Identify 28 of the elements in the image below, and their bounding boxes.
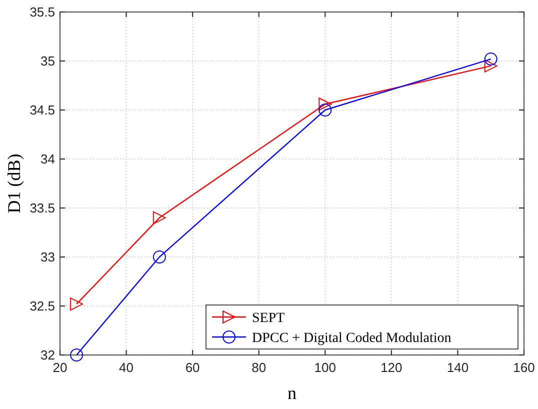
legend-label: DPCC + Digital Coded Modulation: [252, 330, 452, 346]
x-tick-label: 80: [252, 360, 266, 375]
x-tick-label: 160: [513, 360, 535, 375]
y-tick-label: 33.5: [30, 200, 55, 216]
point: [70, 298, 84, 311]
legend-label: SEPT: [252, 310, 286, 326]
x-tick-label: 40: [119, 360, 134, 375]
point: [318, 98, 332, 111]
x-tick-label: 100: [314, 360, 336, 375]
point: [152, 250, 166, 264]
y-tick-label: 34: [40, 152, 55, 167]
x-tick-label: 60: [185, 360, 200, 375]
y-tick-label: 34.5: [30, 102, 55, 118]
point: [484, 59, 498, 72]
y-tick-label: 35: [40, 54, 55, 69]
x-tick-label: 140: [446, 360, 469, 375]
point: [152, 211, 166, 224]
y-tick-label: 33: [40, 250, 55, 265]
x-tick-label: 20: [52, 360, 68, 375]
point: [484, 52, 498, 66]
y-axis-title: D1 (dB): [4, 154, 24, 214]
y-tick-label: 35.5: [30, 4, 55, 20]
point: [70, 348, 84, 362]
y-tick-label: 32: [40, 348, 55, 363]
x-axis-title: n: [288, 383, 296, 403]
y-tick-label: 32.5: [30, 298, 55, 314]
x-tick-label: 120: [380, 360, 402, 375]
point: [318, 104, 332, 116]
